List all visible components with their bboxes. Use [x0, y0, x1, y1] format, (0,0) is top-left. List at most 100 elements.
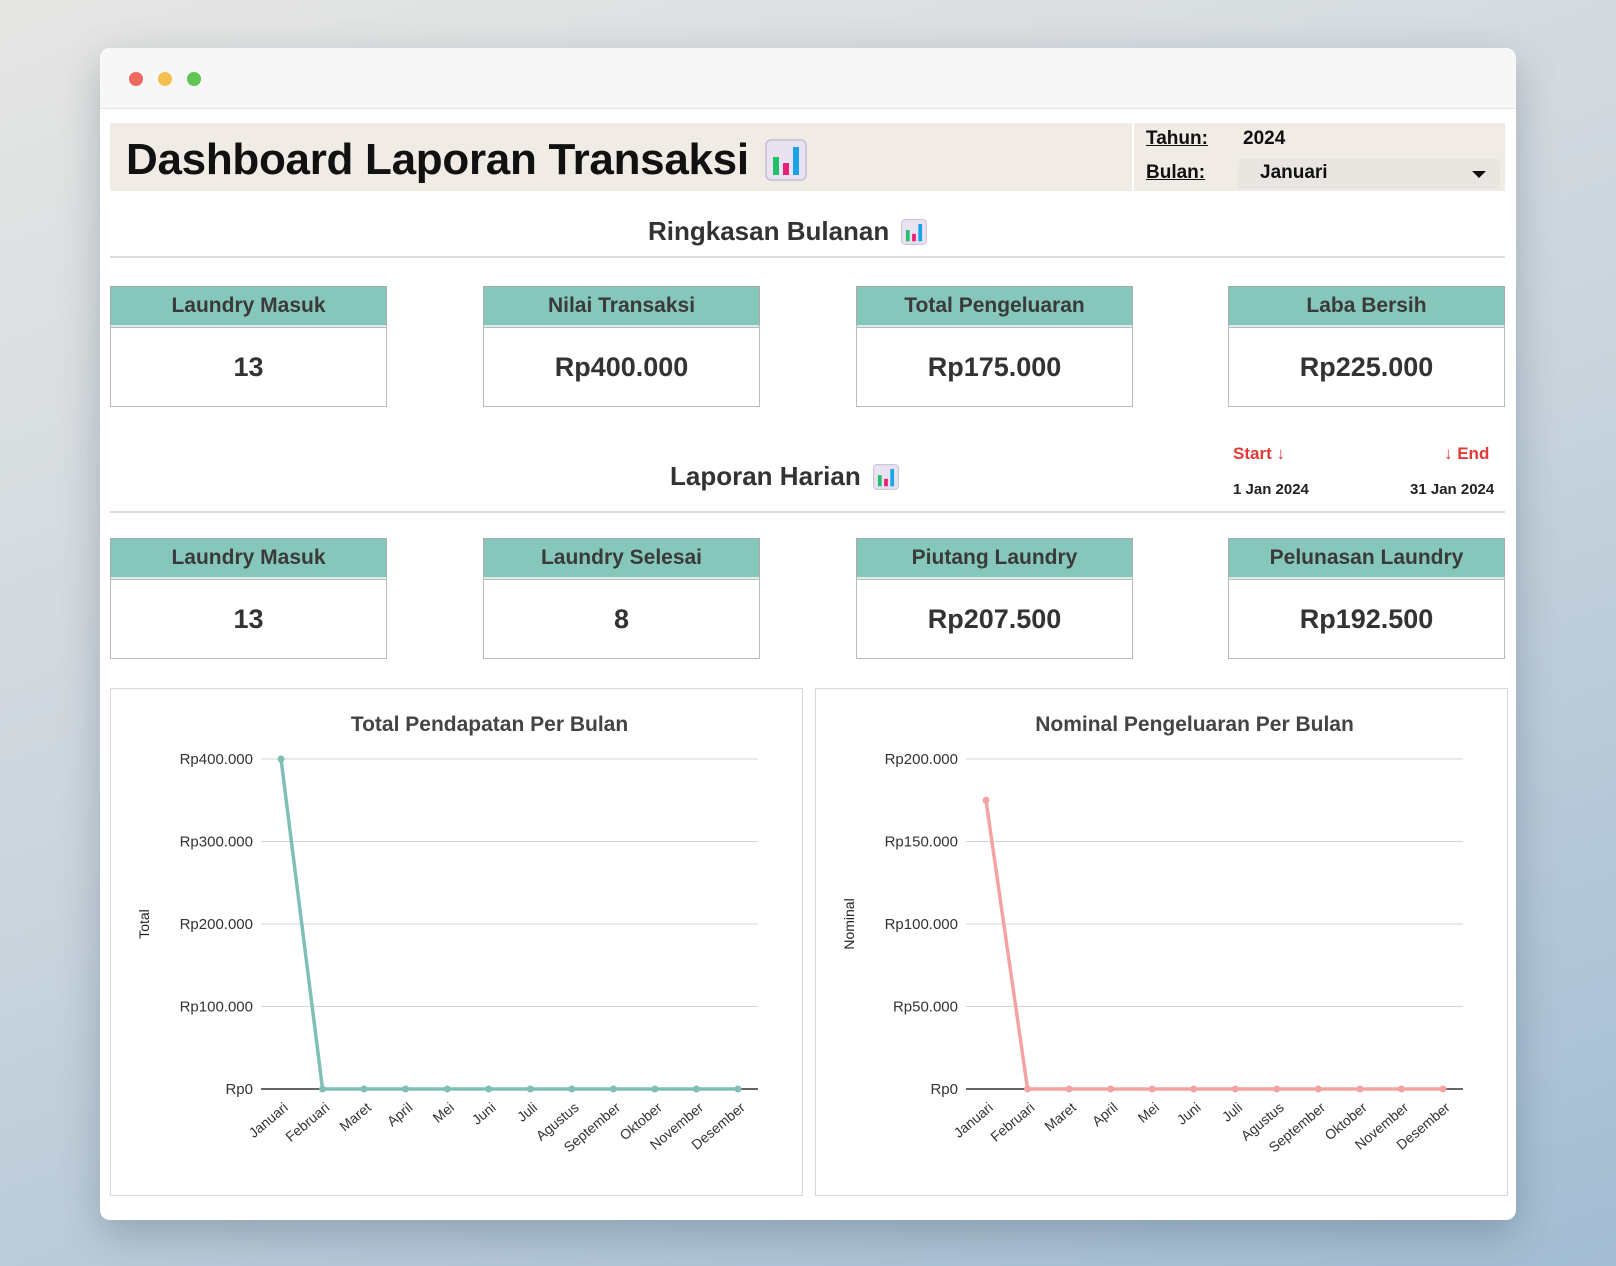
data-point[interactable] [1273, 1085, 1281, 1093]
data-point[interactable] [568, 1085, 576, 1093]
card-label: Laba Bersih [1228, 286, 1505, 328]
y-tick-label: Rp100.000 [885, 916, 958, 933]
y-axis-label: Total [136, 909, 152, 939]
data-point[interactable] [485, 1085, 493, 1093]
y-tick-label: Rp0 [225, 1081, 253, 1098]
start-label: Start ↓ [1233, 444, 1285, 463]
data-point[interactable] [982, 796, 990, 804]
data-point[interactable] [609, 1085, 617, 1093]
income-chart-panel[interactable]: Total Pendapatan Per Bulan Total Rp0 Rp100.… [110, 688, 803, 1196]
income-line-chart: Total Pendapatan Per Bulan Total Rp0 Rp100.… [136, 713, 758, 1155]
month-label: Bulan: [1146, 162, 1206, 183]
expense-line-chart: Nominal Pengeluaran Per Bulan Nominal Rp0 R… [841, 713, 1463, 1155]
card-label: Laundry Masuk [110, 286, 387, 328]
x-tick-label: Juli [514, 1099, 540, 1125]
x-tick-label: Juli [1219, 1099, 1245, 1125]
data-point[interactable] [1024, 1085, 1032, 1093]
expense-chart-panel[interactable]: Nominal Pengeluaran Per Bulan Nominal Rp0 R… [815, 688, 1508, 1196]
data-point[interactable] [1190, 1085, 1198, 1093]
x-tick-label: Maret [336, 1099, 374, 1134]
data-point[interactable] [1107, 1085, 1115, 1093]
monthly-summary-title: Ringkasan Bulanan [648, 216, 928, 247]
chevron-down-icon [1472, 171, 1486, 178]
data-point[interactable] [1314, 1085, 1322, 1093]
card-label: Laundry Masuk [110, 538, 387, 580]
card-value: 13 [110, 579, 387, 659]
filter-divider [1132, 123, 1134, 191]
maximize-window-button[interactable] [187, 72, 201, 86]
x-tick-label: April [1089, 1099, 1121, 1129]
card-value: Rp175.000 [856, 327, 1133, 407]
chart-title: Nominal Pengeluaran Per Bulan [1035, 713, 1354, 736]
y-tick-label: Rp100.000 [180, 999, 253, 1016]
month-dropdown[interactable]: Januari [1238, 159, 1500, 189]
data-point[interactable] [1065, 1085, 1073, 1093]
x-tick-label: Juni [469, 1099, 499, 1128]
summary-card-laba-bersih: Laba Bersih Rp225.000 [1228, 286, 1505, 407]
year-label: Tahun: [1146, 128, 1208, 149]
dashboard-header: Dashboard Laporan Transaksi Tahun: 2024 … [110, 123, 1505, 191]
section-divider [110, 511, 1505, 513]
daily-card-pelunasan-laundry: Pelunasan Laundry Rp192.500 [1228, 538, 1505, 659]
bar-chart-icon [872, 463, 899, 490]
data-point[interactable] [360, 1085, 368, 1093]
bar-chart-icon [901, 218, 928, 245]
daily-card-laundry-selesai: Laundry Selesai 8 [483, 538, 760, 659]
x-tick-label: Mei [430, 1099, 458, 1126]
data-point[interactable] [443, 1085, 451, 1093]
daily-card-piutang-laundry: Piutang Laundry Rp207.500 [856, 538, 1133, 659]
y-tick-label: Rp200.000 [180, 916, 253, 933]
x-tick-label: Februari [987, 1099, 1037, 1145]
data-point[interactable] [1148, 1085, 1156, 1093]
card-value: Rp225.000 [1228, 327, 1505, 407]
card-label: Piutang Laundry [856, 538, 1133, 580]
page-title: Dashboard Laporan Transaksi [126, 135, 807, 185]
month-dropdown-value: Januari [1260, 162, 1328, 183]
card-value: Rp207.500 [856, 579, 1133, 659]
data-point[interactable] [1397, 1085, 1405, 1093]
summary-card-total-pengeluaran: Total Pengeluaran Rp175.000 [856, 286, 1133, 407]
data-point[interactable] [1231, 1085, 1239, 1093]
year-value[interactable]: 2024 [1243, 128, 1286, 149]
data-point[interactable] [651, 1085, 659, 1093]
end-label: ↓ End [1444, 444, 1490, 463]
data-point[interactable] [526, 1085, 534, 1093]
app-window: Dashboard Laporan Transaksi Tahun: 2024 … [100, 48, 1516, 1220]
y-tick-label: Rp400.000 [180, 751, 253, 768]
end-date[interactable]: 31 Jan 2024 [1410, 481, 1495, 498]
summary-card-laundry-masuk: Laundry Masuk 13 [110, 286, 387, 407]
card-value: 13 [110, 327, 387, 407]
card-label: Nilai Transaksi [483, 286, 760, 328]
card-value: Rp400.000 [483, 327, 760, 407]
data-point[interactable] [319, 1085, 327, 1093]
summary-card-nilai-transaksi: Nilai Transaksi Rp400.000 [483, 286, 760, 407]
x-tick-label: Juni [1174, 1099, 1204, 1128]
data-point[interactable] [402, 1085, 410, 1093]
y-tick-label: Rp300.000 [180, 834, 253, 851]
section-divider [110, 256, 1505, 258]
window-titlebar [100, 48, 1516, 109]
x-tick-label: Maret [1041, 1099, 1079, 1134]
x-tick-label: April [384, 1099, 416, 1129]
minimize-window-button[interactable] [158, 72, 172, 86]
daily-report-title-text: Laporan Harian [670, 461, 861, 491]
y-tick-label: Rp50.000 [893, 999, 958, 1016]
monthly-summary-title-text: Ringkasan Bulanan [648, 216, 890, 246]
daily-report-title: Laporan Harian [670, 461, 899, 492]
data-point[interactable] [734, 1085, 742, 1093]
y-tick-label: Rp200.000 [885, 751, 958, 768]
data-point[interactable] [692, 1085, 700, 1093]
data-point[interactable] [277, 755, 285, 763]
data-point[interactable] [1356, 1085, 1364, 1093]
card-label: Total Pengeluaran [856, 286, 1133, 328]
x-tick-label: Februari [282, 1099, 332, 1145]
close-window-button[interactable] [129, 72, 143, 86]
y-tick-label: Rp150.000 [885, 834, 958, 851]
chart-title: Total Pendapatan Per Bulan [351, 713, 628, 736]
series-line [279, 758, 738, 1091]
start-date[interactable]: 1 Jan 2024 [1233, 481, 1309, 498]
data-point[interactable] [1439, 1085, 1447, 1093]
card-label: Laundry Selesai [483, 538, 760, 580]
y-axis-label: Nominal [841, 898, 857, 949]
card-value: 8 [483, 579, 760, 659]
